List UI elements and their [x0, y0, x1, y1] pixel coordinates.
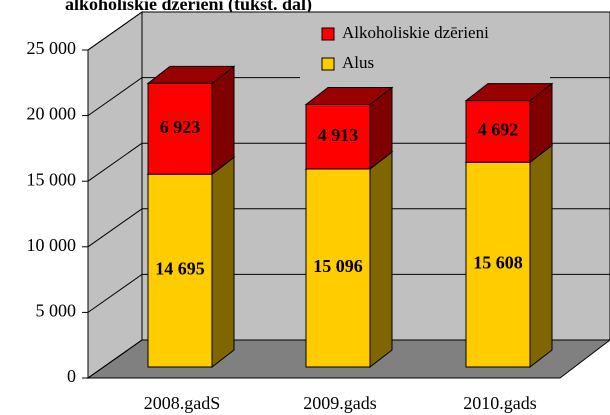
bar	[465, 161, 531, 368]
legend-swatch	[321, 27, 335, 41]
side-wall	[87, 11, 143, 379]
grid-line	[87, 77, 143, 117]
value-label: 14 695	[155, 259, 205, 279]
y-tick-label: 10 000	[27, 235, 77, 255]
legend-label: Alus	[342, 53, 374, 72]
y-tick-label: 25 000	[27, 38, 77, 58]
grid-line	[87, 339, 143, 379]
bar-side	[369, 150, 393, 369]
x-tick-label: 2009.gads	[303, 393, 377, 413]
chart-title: alkoholiskie dzērieni (tūkst. dal)	[65, 0, 312, 15]
grid-line	[87, 273, 143, 313]
legend-swatch	[321, 57, 335, 71]
bar	[147, 82, 213, 175]
y-tick-label: 0	[67, 366, 76, 386]
value-label: 4 692	[478, 120, 519, 140]
bar-side	[529, 144, 553, 369]
y-tick-label: 5 000	[36, 301, 77, 321]
bar	[305, 103, 371, 170]
value-label: 15 608	[473, 253, 523, 273]
y-tick-label: 20 000	[27, 104, 77, 124]
value-label: 15 096	[313, 256, 363, 276]
x-tick-label: 2008.gadS	[144, 393, 221, 413]
grid-line	[87, 142, 143, 182]
legend-label: Alkoholiskie dzērieni	[342, 23, 489, 42]
grid-line	[87, 208, 143, 248]
value-label: 4 913	[318, 125, 359, 145]
grid-line	[87, 11, 143, 51]
bar-side	[211, 156, 235, 369]
x-tick-label: 2010.gads	[463, 393, 537, 413]
bar	[305, 168, 371, 368]
value-label: 6 923	[160, 117, 201, 137]
bar-side	[211, 65, 235, 176]
y-tick-label: 15 000	[27, 169, 77, 189]
bar	[465, 100, 531, 163]
bar	[147, 173, 213, 368]
legend-bg	[300, 20, 550, 80]
